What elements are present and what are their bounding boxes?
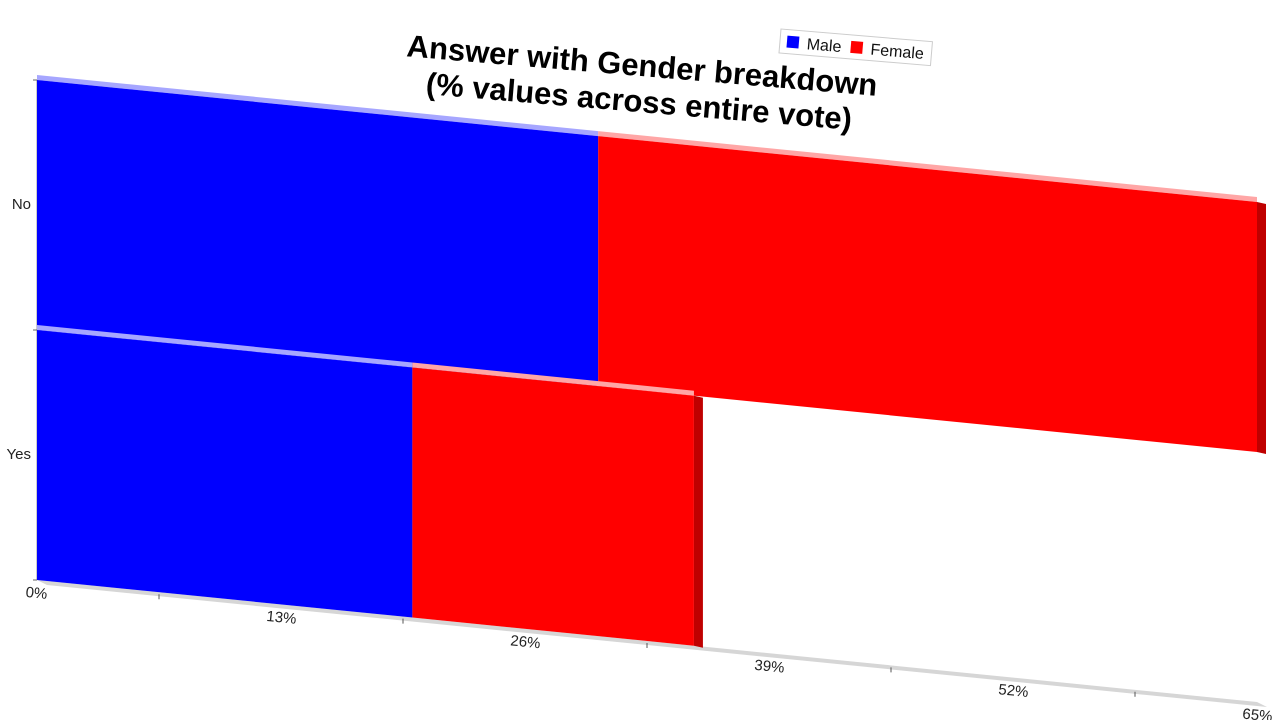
bar-side-no-female (1257, 202, 1266, 454)
x-tick-label: 65% (1242, 706, 1274, 720)
category-label-no: No (12, 196, 31, 213)
x-tick-label: 52% (998, 681, 1030, 701)
x-tick-label: 13% (266, 608, 298, 628)
bar-yes-male (37, 330, 413, 618)
bar-layer (37, 75, 1266, 648)
x-axis-floor (37, 580, 1267, 707)
x-tick-label: 26% (510, 632, 542, 652)
legend-label-male: Male (806, 36, 842, 56)
category-label-yes: Yes (7, 446, 31, 463)
legend-swatch-female (850, 40, 864, 54)
x-tick-label: 39% (754, 657, 786, 677)
legend-label-female: Female (870, 42, 925, 63)
bar-top-yes-male (37, 325, 413, 368)
bar-top-yes-female (412, 362, 694, 396)
label-layer: No Yes 0% 13% 26% 39% 52% 65% (7, 196, 1274, 720)
bar-top-no-male (37, 75, 599, 137)
legend: Male Female (778, 28, 934, 67)
bar-yes-female (412, 367, 694, 646)
x-tick-label: 0% (25, 584, 48, 603)
bar-no-male (37, 80, 599, 387)
bar-top-no-female (598, 131, 1257, 202)
bar-side-yes-female (693, 395, 703, 648)
bar-no-female (598, 136, 1257, 452)
legend-swatch-male (786, 35, 800, 49)
